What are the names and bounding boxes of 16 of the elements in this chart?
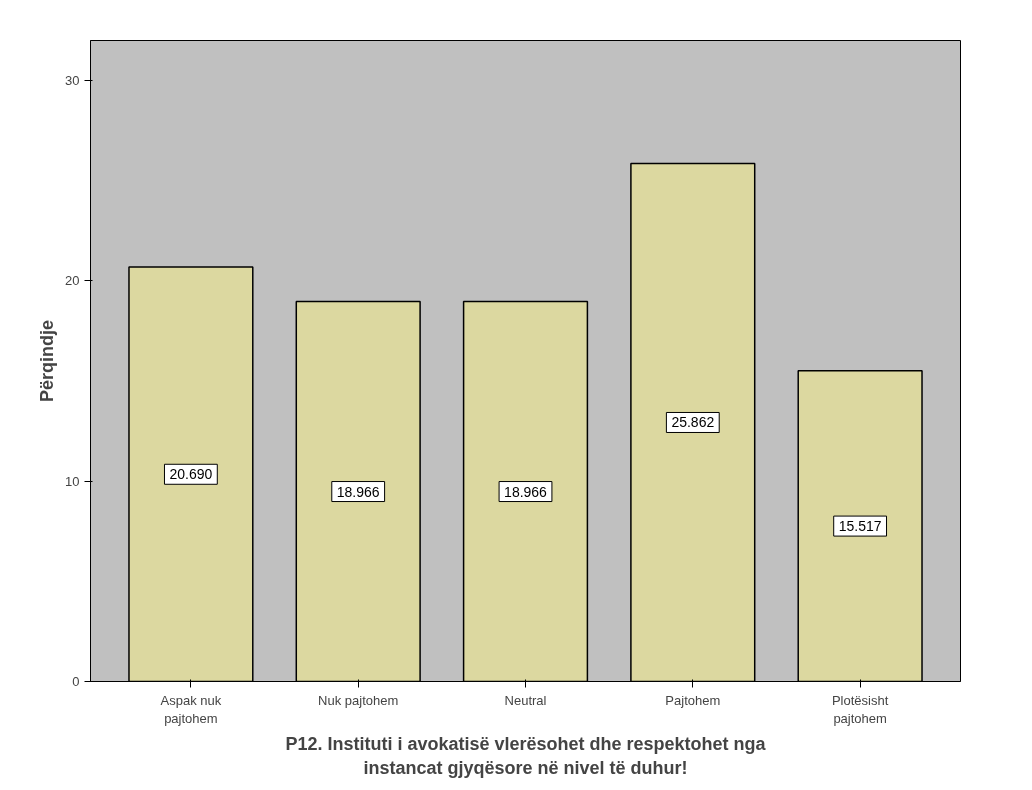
data-label: 15.517 <box>838 518 882 535</box>
data-label: 25.862 <box>671 414 715 431</box>
y-tick-label: 10 <box>65 473 80 489</box>
y-axis-title: Përqindje <box>37 319 58 403</box>
y-tick-label: 0 <box>72 674 80 689</box>
x-tick-label: Pajtohem <box>665 692 721 708</box>
x-tick-label: Aspak nuk pajtohem <box>160 692 222 726</box>
y-tick-label: 20 <box>65 273 80 289</box>
data-label: 18.966 <box>336 483 380 500</box>
data-label: 20.690 <box>169 466 213 483</box>
x-tick-label: Plotësisht pajtohem <box>831 692 889 726</box>
x-axis-title: P12. Instituti i avokatisë vlerësohet dhe respektohet nga instancat gjyqësore në nivel të duhur! <box>285 733 767 778</box>
data-label: 18.966 <box>504 483 548 500</box>
x-tick-label: Neutral <box>504 692 547 708</box>
y-tick-label: 30 <box>65 73 80 89</box>
x-tick-label: Nuk pajtohem <box>318 692 399 708</box>
